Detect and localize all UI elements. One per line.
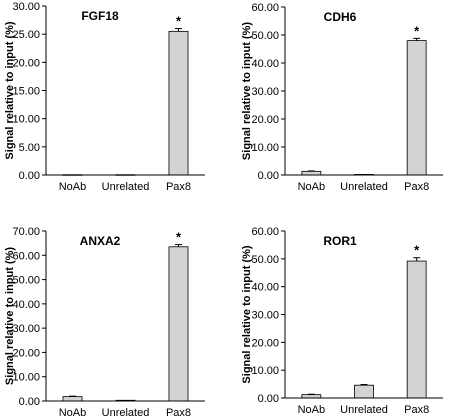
y-tick-label: 10.00 (251, 142, 279, 154)
y-tick-label: 20.00 (251, 337, 279, 349)
y-tick-label: 40.00 (12, 299, 40, 311)
y-tick-label: 40.00 (251, 282, 279, 294)
y-tick-label: 20.00 (12, 57, 40, 69)
significance-marker: * (414, 243, 420, 258)
significance-marker: * (414, 23, 420, 38)
y-axis-label: Signal relative to input (%) (241, 22, 253, 160)
y-tick-label: 60.00 (251, 226, 279, 238)
significance-marker: * (176, 230, 182, 245)
chart-panel-2: 0.00 10.00 20.00 30.00 40.00 50.00 60.00 NoAb Un… (241, 2, 443, 193)
y-tick-label: 50.00 (12, 275, 40, 287)
y-tick-label: 0.00 (258, 393, 279, 405)
y-axis-label: Signal relative to input (%) (4, 21, 16, 159)
chart-panel-4: 0.00 10.00 20.00 30.00 40.00 50.00 60.00 NoAb Un… (241, 226, 443, 416)
y-tick-label: 0.00 (258, 170, 279, 182)
category-label: Unrelated (102, 407, 150, 418)
bar-pax8 (406, 40, 427, 176)
y-tick-label: 60.00 (251, 2, 279, 14)
y-tick-label: 50.00 (251, 30, 279, 42)
chart-panel-3: 0.00 10.00 20.00 30.00 40.00 50.00 60.00 70.00 N… (4, 226, 205, 418)
y-tick-label: 20.00 (251, 114, 279, 126)
category-label: Pax8 (166, 407, 191, 418)
bar-noab (301, 170, 322, 176)
category-label: Unrelated (102, 181, 150, 193)
chart-title: FGF18 (81, 9, 119, 23)
bar-pax8 (168, 246, 189, 402)
y-tick-label: 30.00 (12, 323, 40, 335)
y-tick-label: 10.00 (12, 114, 40, 126)
bar-pax8 (406, 260, 427, 399)
y-tick-label: 5.00 (19, 142, 40, 154)
category-label: NoAb (298, 404, 326, 416)
chart-panel-1: 0.00 5.00 10.00 15.00 20.00 25.00 30.00 NoAb Unr… (4, 1, 205, 193)
y-tick-label: 70.00 (12, 226, 40, 238)
category-label: Pax8 (166, 181, 191, 193)
chart-title: CDH6 (324, 10, 357, 24)
category-label: NoAb (59, 181, 87, 193)
chart-title: ANXA2 (80, 234, 121, 248)
y-tick-label: 25.00 (12, 29, 40, 41)
category-label: NoAb (59, 407, 87, 418)
y-tick-label: 15.00 (12, 86, 40, 98)
category-label: NoAb (298, 181, 326, 193)
y-tick-label: 50.00 (251, 254, 279, 266)
bar-noab (301, 394, 322, 399)
y-tick-label: 40.00 (251, 58, 279, 70)
significance-marker: * (176, 14, 182, 29)
bar-pax8 (168, 30, 189, 176)
y-tick-label: 60.00 (12, 250, 40, 262)
y-tick-label: 30.00 (251, 310, 279, 322)
category-label: Unrelated (340, 181, 388, 193)
y-axis-label: Signal relative to input (%) (4, 247, 16, 385)
category-label: Pax8 (404, 181, 429, 193)
category-label: Unrelated (340, 404, 388, 416)
bar-noab (62, 396, 83, 402)
y-tick-label: 20.00 (12, 347, 40, 359)
y-axis-label: Signal relative to input (%) (241, 245, 253, 383)
y-tick-label: 0.00 (19, 170, 40, 182)
y-tick-label: 10.00 (251, 365, 279, 377)
chart-title: ROR1 (323, 234, 357, 248)
y-tick-label: 0.00 (19, 396, 40, 408)
y-tick-label: 10.00 (12, 372, 40, 384)
y-tick-label: 30.00 (251, 86, 279, 98)
category-label: Pax8 (404, 404, 429, 416)
bar-unrelated (354, 384, 374, 399)
y-tick-label: 30.00 (12, 1, 40, 13)
